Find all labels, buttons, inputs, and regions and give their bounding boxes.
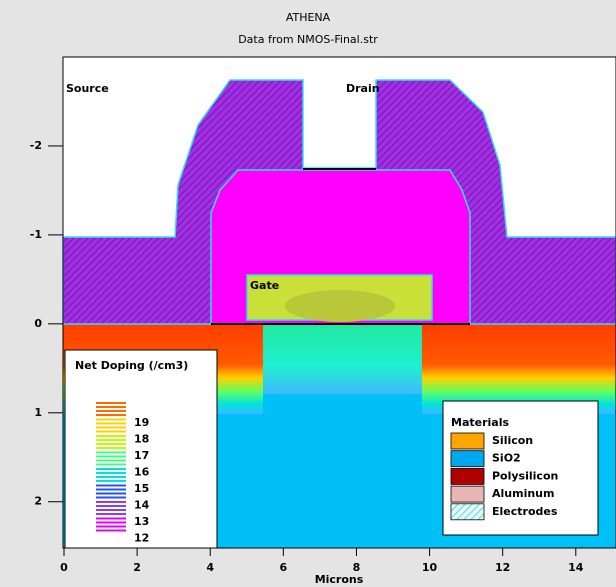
x-axis-label: Microns [315, 573, 364, 586]
legend-label: 19 [134, 416, 149, 429]
legend-label: Polysilicon [492, 469, 558, 482]
legend-swatch [451, 451, 484, 467]
x-tick-label: 4 [206, 561, 214, 574]
legend-label: 12 [134, 532, 149, 545]
region-label: Drain [346, 82, 380, 95]
y-tick-label: 1 [34, 406, 42, 419]
legend-label: 15 [134, 482, 149, 495]
chart-subtitle: Data from NMOS-Final.str [238, 33, 378, 46]
y-tick-label: 2 [34, 495, 42, 508]
channel-region [263, 324, 422, 394]
legend-label: Electrodes [492, 505, 558, 518]
chart: ATHENA Data from NMOS-Final.str Source D… [0, 0, 616, 587]
legend-label: Silicon [492, 434, 533, 447]
legend-label: Aluminum [492, 487, 554, 500]
x-tick-label: 2 [133, 561, 141, 574]
gate-core [285, 290, 395, 322]
region-label: Source [66, 82, 109, 95]
legend-swatch [451, 433, 484, 449]
x-tick-label: 12 [495, 561, 510, 574]
y-tick-label: -1 [30, 228, 42, 241]
region-label: Gate [250, 279, 279, 292]
legend-label: 16 [134, 466, 150, 479]
y-tick-label: 0 [34, 317, 42, 330]
x-tick-label: 6 [280, 561, 288, 574]
y-tick-label: -2 [30, 139, 42, 152]
chart-title: ATHENA [286, 11, 331, 24]
x-tick-label: 10 [422, 561, 438, 574]
page: {"chart_data": {"type": "cross-section",… [0, 0, 616, 587]
x-tick-label: 0 [60, 561, 68, 574]
legend-label: 13 [134, 515, 149, 528]
legend-swatch [451, 468, 484, 484]
legend-title: Materials [451, 416, 509, 429]
legend-label: 17 [134, 449, 149, 462]
legend-swatch [451, 504, 484, 520]
legend-label: 18 [134, 433, 149, 446]
legend-label: 14 [134, 499, 150, 512]
legend-title: Net Doping (/cm3) [75, 359, 188, 372]
x-tick-label: 8 [353, 561, 361, 574]
legend-swatch [451, 486, 484, 502]
legend-label: SiO2 [492, 452, 521, 465]
materials-legend: Materials Silicon SiO2 Polysilicon Aluminum… [443, 401, 598, 535]
doping-legend: Net Doping (/cm3) 19 18 17 16 15 14 13 12 [65, 350, 217, 548]
x-tick-label: 14 [568, 561, 584, 574]
